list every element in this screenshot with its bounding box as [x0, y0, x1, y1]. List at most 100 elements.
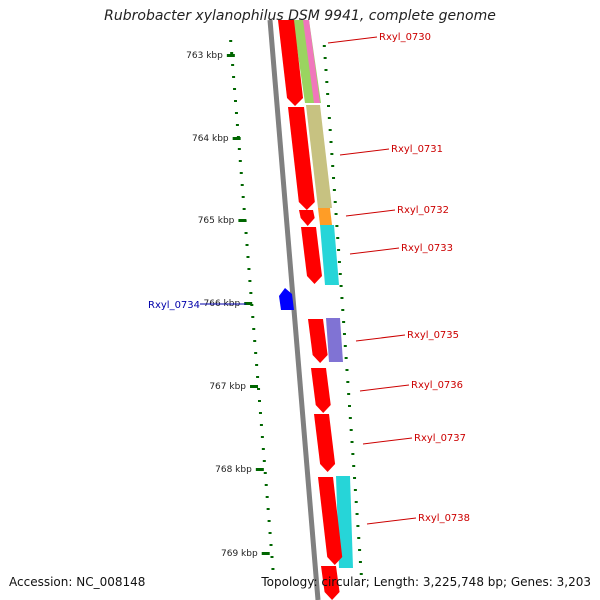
tick-dot-right — [325, 81, 329, 83]
tick-dot-right — [357, 537, 361, 539]
gene-labels: Rxyl_0730 Rxyl_0731 Rxyl_0732 Rxyl_0733 Rxyl… — [148, 32, 470, 525]
tick-dot-left — [254, 352, 258, 354]
tick-dot-left — [251, 316, 255, 318]
cog-band-0733 — [320, 225, 339, 285]
tick-dot-left — [258, 400, 261, 402]
gene-label-text[interactable]: Rxyl_0733 — [401, 243, 453, 254]
tick-dot-left — [245, 244, 249, 246]
kbp-tick-label: 768 kbp — [215, 465, 252, 475]
tick-dot-left — [233, 88, 237, 90]
cog-band-0730-b — [303, 20, 320, 103]
tick-dot-right — [340, 297, 344, 299]
gene-label-text[interactable]: Rxyl_0730 — [379, 32, 431, 43]
tick-dot-right — [323, 57, 327, 59]
tick-dot-left — [231, 64, 235, 66]
tick-dot-left — [260, 436, 264, 438]
tick-dot-right — [356, 525, 360, 527]
tick-dot-left — [266, 508, 270, 510]
tick-dot-right — [353, 477, 357, 479]
tick-dot-right — [337, 261, 341, 263]
gene-arrow-0734 — [279, 288, 294, 310]
tick-dot-right — [336, 237, 340, 239]
tick-dot-right — [332, 177, 336, 179]
gene-arrow-0738 — [318, 477, 343, 565]
tick-dot-left — [232, 76, 236, 78]
tick-dot-right — [341, 309, 345, 311]
tick-dot-left — [256, 376, 260, 378]
kbp-tick-mark — [232, 137, 241, 140]
gene-leader-line — [327, 36, 378, 44]
tick-dot-right — [345, 369, 349, 371]
tick-dots — [229, 40, 363, 575]
tick-dot-right — [342, 321, 346, 323]
tick-dot-left — [267, 520, 271, 522]
tick-dot-right — [354, 501, 358, 503]
tick-dot-left — [234, 100, 237, 102]
genome-summary-text: Topology: circular; Length: 3,225,748 bp… — [261, 575, 591, 589]
tick-dot-right — [346, 381, 350, 383]
tick-dot-right — [327, 105, 330, 107]
gene-label-text[interactable]: Rxyl_0734 — [148, 300, 200, 311]
tick-dot-left — [269, 544, 273, 546]
tick-dot-left — [270, 556, 274, 558]
kbp-tick-mark — [226, 54, 235, 57]
tick-dot-right — [338, 273, 342, 275]
gene-arrow-0737 — [314, 414, 336, 472]
tick-dot-left — [271, 568, 275, 570]
kbp-tick-mark — [250, 385, 259, 388]
tick-dot-right — [358, 549, 362, 551]
tick-dot-left — [261, 448, 265, 450]
tick-dot-right — [343, 345, 347, 347]
gene-label-text[interactable]: Rxyl_0735 — [407, 330, 459, 341]
gene-label-text[interactable]: Rxyl_0732 — [397, 205, 449, 216]
tick-dot-left — [268, 532, 272, 534]
gene-leader-line — [366, 517, 417, 525]
tick-dot-left — [235, 124, 239, 126]
tick-dot-left — [238, 160, 242, 162]
gene-label-text[interactable]: Rxyl_0737 — [414, 433, 466, 444]
gene-arrow-0735 — [308, 319, 328, 363]
tick-dot-left — [255, 364, 259, 366]
tick-dot-right — [330, 153, 334, 155]
gene-label-text[interactable]: Rxyl_0736 — [411, 380, 463, 391]
tick-dot-right — [348, 417, 352, 419]
kbp-tick-label: 763 kbp — [186, 51, 223, 61]
tick-dot-left — [262, 460, 266, 462]
kbp-tick-mark — [261, 552, 270, 555]
tick-dot-right — [335, 225, 339, 227]
tick-dot-right — [329, 141, 333, 143]
tick-dot-right — [328, 129, 332, 131]
accession-text: Accession: NC_008148 — [9, 575, 146, 589]
gene-leader-line — [345, 209, 396, 217]
tick-dot-left — [234, 112, 238, 114]
gene-label-text[interactable]: Rxyl_0731 — [391, 144, 443, 155]
tick-dot-left — [247, 268, 251, 270]
tick-dot-right — [334, 213, 338, 215]
tick-dot-right — [352, 465, 356, 467]
cog-band-0735 — [326, 318, 343, 362]
tick-dot-right — [355, 513, 359, 515]
kbp-tick-label: 769 kbp — [221, 549, 258, 559]
gene-label-text[interactable]: Rxyl_0738 — [418, 513, 470, 524]
tick-dot-right — [350, 441, 354, 443]
map-title: Rubrobacter xylanophilus DSM 9941, compl… — [104, 8, 496, 24]
kbp-tick-mark — [244, 302, 253, 305]
tick-dot-left — [241, 196, 245, 198]
tick-dot-right — [339, 285, 343, 287]
gene-arrow-0739 — [321, 566, 340, 600]
kbp-tick-mark — [238, 219, 247, 222]
tick-dot-left — [242, 208, 246, 210]
tick-dot-left — [263, 472, 267, 474]
gene-leader-line — [355, 334, 406, 342]
tick-dot-left — [258, 412, 262, 414]
tick-dot-left — [252, 328, 256, 330]
gene-arrow-0736 — [311, 368, 331, 413]
gene-leader-line — [339, 148, 390, 156]
tick-dot-left — [257, 388, 261, 390]
gene-arrow-0733 — [301, 227, 322, 284]
tick-dot-right — [353, 489, 357, 491]
tick-dot-left — [244, 232, 248, 234]
gene-arrows — [278, 20, 343, 600]
tick-dot-right — [322, 45, 326, 47]
